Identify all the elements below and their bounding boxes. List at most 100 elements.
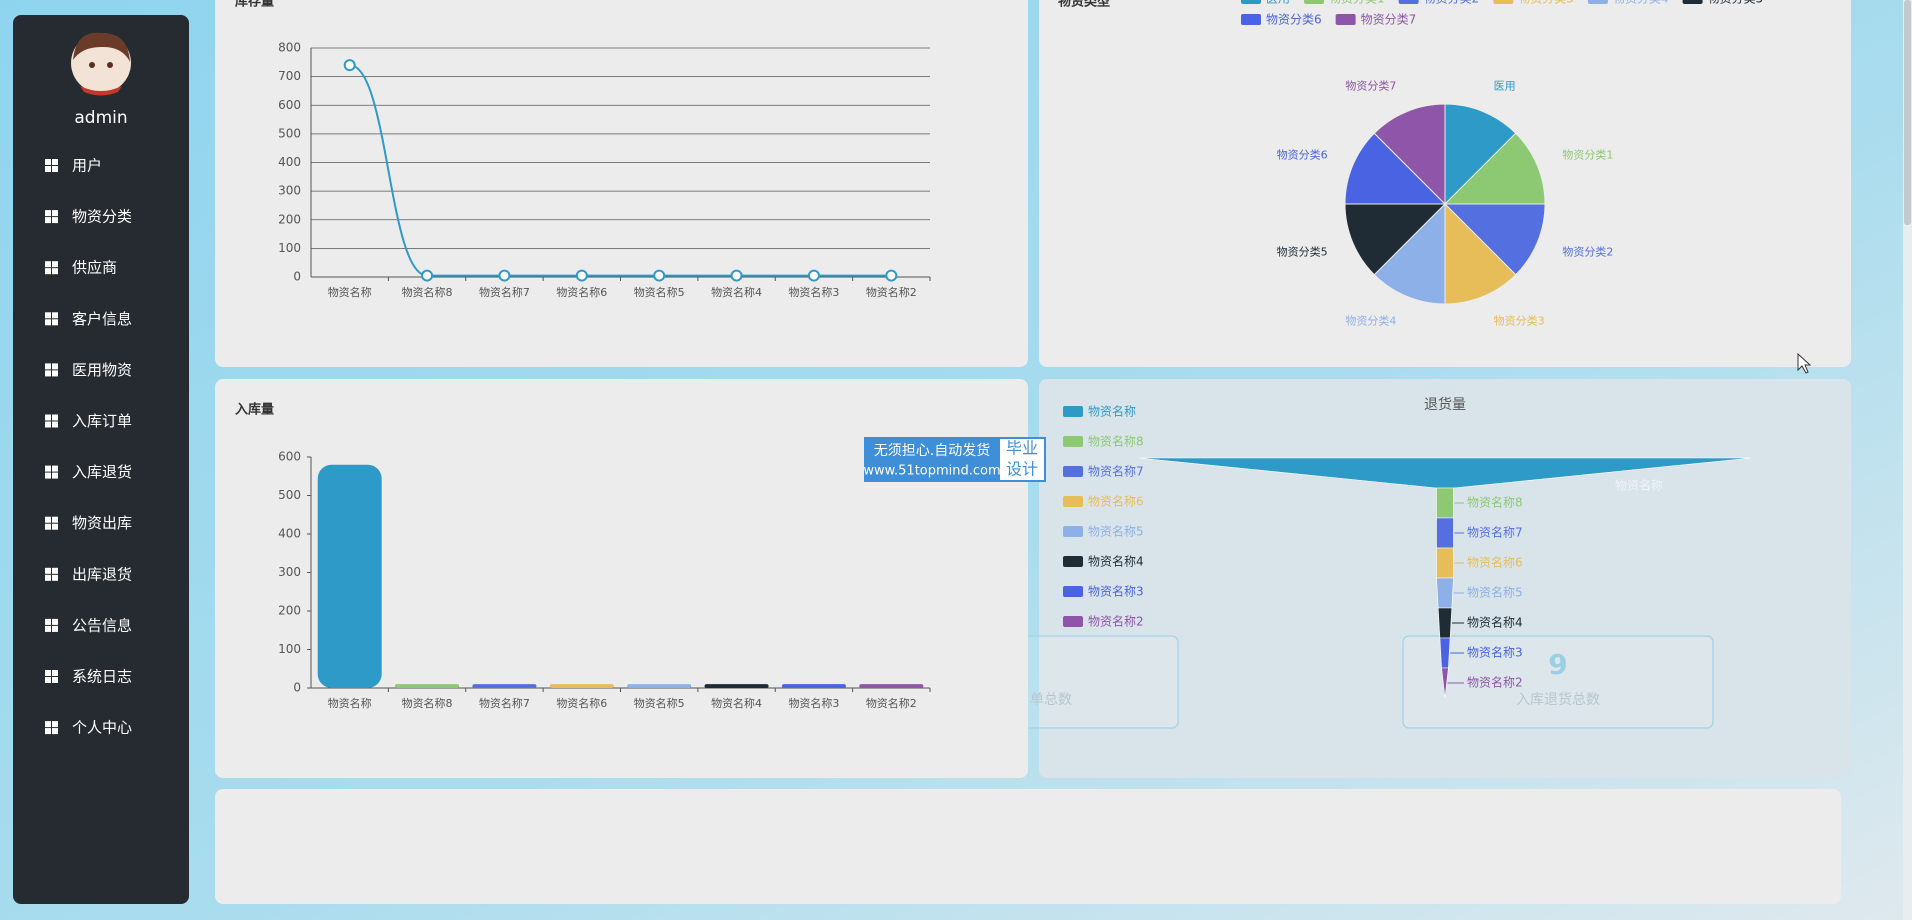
menu-icon bbox=[45, 567, 51, 574]
menu-icon bbox=[45, 523, 51, 530]
menu-item[interactable]: 医用物资 bbox=[20, 350, 182, 390]
menu-item[interactable]: 用户 bbox=[20, 146, 182, 186]
point bbox=[885, 269, 898, 282]
menu-item[interactable]: 入库订单 bbox=[20, 402, 182, 442]
menu-label[interactable]: 入库订单 bbox=[72, 412, 132, 430]
menu-icon bbox=[45, 421, 51, 428]
funnel-segment bbox=[1436, 577, 1454, 609]
funnel-segment bbox=[1441, 667, 1449, 699]
menu-item[interactable]: 客户信息 bbox=[20, 299, 182, 339]
menu-label[interactable]: 出库退货 bbox=[72, 565, 132, 583]
menu-label[interactable]: 客户信息 bbox=[72, 310, 132, 328]
menu-item[interactable]: 供应商 bbox=[20, 248, 182, 288]
legend-swatch[interactable] bbox=[1063, 526, 1083, 537]
legend-swatch[interactable] bbox=[1587, 0, 1608, 4]
menu-icon bbox=[52, 268, 58, 275]
pie-slice bbox=[1443, 203, 1546, 276]
menu-icon bbox=[45, 472, 51, 479]
legend-swatch[interactable] bbox=[1304, 0, 1325, 4]
menu-label[interactable]: 物资出库 bbox=[72, 514, 132, 532]
pie-label: 物资分类2 bbox=[1562, 245, 1613, 259]
legend-label: 物资名称8 bbox=[1088, 434, 1144, 449]
bar bbox=[704, 684, 769, 688]
legend-swatch[interactable] bbox=[1241, 14, 1261, 25]
y-tick-label: 500 bbox=[278, 126, 301, 140]
menu-icon bbox=[52, 319, 58, 326]
menu-label[interactable]: 系统日志 bbox=[72, 668, 132, 686]
menu-icon bbox=[52, 721, 58, 728]
pie-slice bbox=[1344, 203, 1447, 276]
menu-icon bbox=[45, 574, 51, 581]
menu-item[interactable]: 系统日志 bbox=[20, 657, 182, 697]
menu-icon bbox=[52, 567, 58, 574]
menu-icon bbox=[45, 166, 51, 172]
y-tick-label: 0 bbox=[293, 270, 301, 284]
legend-swatch[interactable] bbox=[1063, 586, 1083, 597]
panel bbox=[215, 0, 1028, 367]
menu-label[interactable]: 物资分类 bbox=[72, 208, 132, 226]
legend-swatch[interactable] bbox=[1335, 14, 1356, 25]
legend-swatch[interactable] bbox=[1063, 436, 1083, 447]
funnel-label: 物资名称2 bbox=[1467, 675, 1523, 690]
funnel-label: 物资名称3 bbox=[1467, 645, 1523, 660]
menu-label[interactable]: 个人中心 bbox=[72, 719, 132, 737]
legend-label: 物资分类2 bbox=[1424, 0, 1480, 6]
x-tick-label: 物资名称6 bbox=[556, 696, 607, 710]
legend-swatch[interactable] bbox=[1063, 496, 1083, 507]
cursor bbox=[1797, 352, 1812, 374]
menu-icon bbox=[45, 217, 51, 224]
legend-swatch[interactable] bbox=[1063, 406, 1083, 417]
legend-label: 物资分类1 bbox=[1329, 0, 1385, 6]
point bbox=[653, 269, 666, 282]
menu-label[interactable]: 医用物资 bbox=[72, 361, 132, 379]
menu-item[interactable]: 出库退货 bbox=[20, 555, 182, 595]
menu-label[interactable]: 用户 bbox=[72, 157, 102, 175]
menu-icon bbox=[52, 370, 58, 377]
y-tick-label: 400 bbox=[278, 527, 301, 541]
menu-icon bbox=[45, 625, 51, 632]
menu-label[interactable]: 供应商 bbox=[72, 259, 117, 277]
pie-label: 物资分类6 bbox=[1277, 147, 1328, 161]
point bbox=[421, 269, 434, 282]
x-tick-label: 物资名称2 bbox=[866, 285, 917, 299]
watermark-url: www.51topmind.com bbox=[863, 464, 1000, 479]
y-tick-label: 600 bbox=[278, 98, 301, 112]
legend-swatch[interactable] bbox=[1241, 0, 1261, 4]
menu-icon bbox=[45, 319, 51, 326]
bar bbox=[781, 684, 846, 688]
y-tick-label: 200 bbox=[278, 604, 301, 618]
pie-label: 物资分类1 bbox=[1562, 147, 1613, 161]
scrollbar-thumb[interactable] bbox=[1904, 0, 1911, 225]
legend-swatch[interactable] bbox=[1063, 616, 1083, 627]
legend-swatch[interactable] bbox=[1063, 556, 1083, 567]
menu-icon bbox=[52, 421, 58, 428]
x-tick-label: 物资名称5 bbox=[634, 696, 685, 710]
menu-icon bbox=[52, 166, 58, 172]
menu-label[interactable]: 入库退货 bbox=[72, 463, 132, 481]
menu-item[interactable]: 物资出库 bbox=[20, 504, 182, 544]
watermark[interactable]: 无须担心.自动发货 www.51topmind.com 毕业 设计 bbox=[863, 437, 1046, 482]
y-tick-label: 600 bbox=[278, 450, 301, 464]
y-tick-label: 500 bbox=[278, 488, 301, 502]
menu-item[interactable]: 个人中心 bbox=[20, 708, 182, 748]
menu-icon bbox=[52, 618, 58, 625]
chart-title: 退货量 bbox=[1424, 396, 1466, 413]
menu-item[interactable]: 入库退货 bbox=[20, 453, 182, 493]
legend-label: 物资名称5 bbox=[1088, 524, 1144, 539]
legend-swatch[interactable] bbox=[1682, 0, 1703, 4]
bar bbox=[859, 684, 924, 688]
pie-slice bbox=[1443, 132, 1546, 205]
menu-icon bbox=[45, 721, 51, 728]
menu-icon bbox=[45, 670, 51, 676]
menu-item[interactable]: 公告信息 bbox=[20, 606, 182, 646]
legend-swatch[interactable] bbox=[1493, 0, 1514, 4]
menu-item[interactable]: 物资分类 bbox=[20, 197, 182, 237]
legend-swatch[interactable] bbox=[1063, 466, 1083, 477]
menu-label[interactable]: 公告信息 bbox=[72, 616, 132, 634]
legend-swatch[interactable] bbox=[1398, 0, 1419, 4]
menu-icon bbox=[45, 370, 51, 377]
funnel-segment bbox=[1436, 487, 1454, 519]
pie-slice bbox=[1444, 103, 1517, 206]
